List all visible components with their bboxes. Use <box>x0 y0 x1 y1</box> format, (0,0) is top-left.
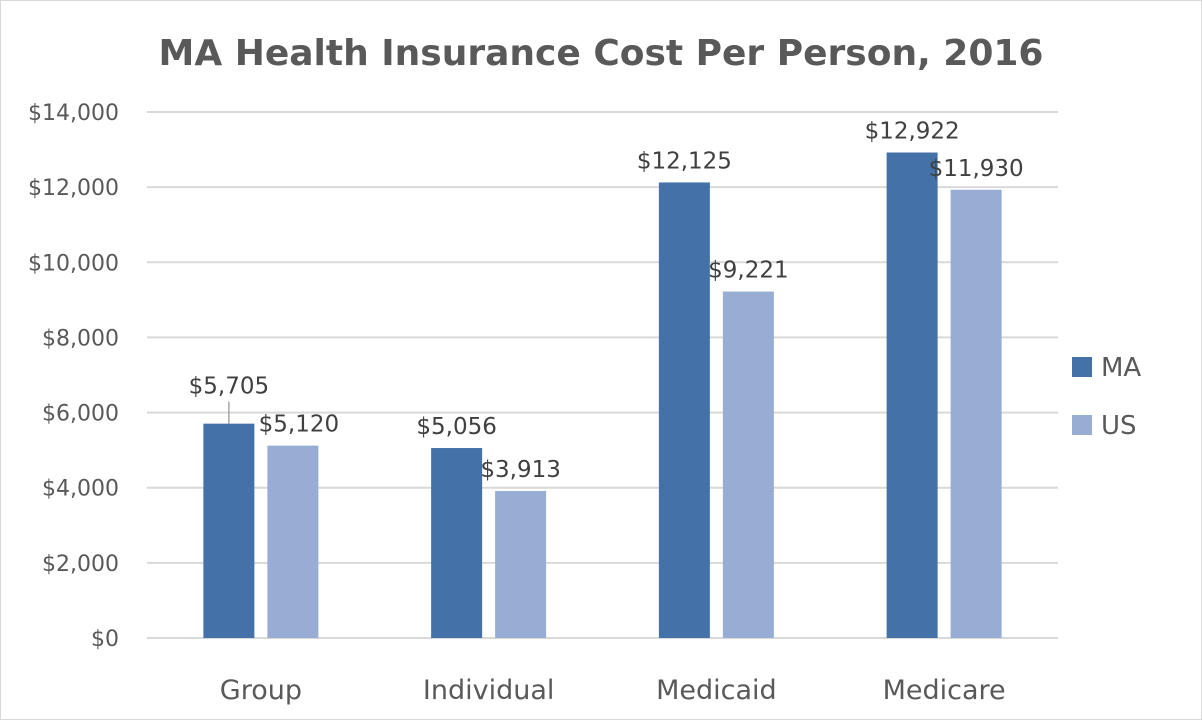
bar-ma-medicare <box>886 152 938 638</box>
legend-swatch-us <box>1072 415 1092 435</box>
bar-us-medicaid <box>722 291 774 638</box>
data-label: $3,913 <box>480 457 560 483</box>
y-tick-label: $10,000 <box>28 251 119 276</box>
legend-label-ma: MA <box>1101 353 1141 383</box>
data-label: $5,056 <box>416 414 496 440</box>
data-labels: $5,705 $5,120 $5,056 $3,913 $12,125 $9,221 $12… <box>189 119 1024 483</box>
y-tick-label: $14,000 <box>28 101 119 126</box>
x-category-label: Medicaid <box>656 675 777 706</box>
y-tick-label: $6,000 <box>42 402 119 427</box>
legend: MA US <box>1072 353 1141 441</box>
x-axis-categories: Group Individual Medicaid Medicare <box>220 675 1006 706</box>
x-category-label: Medicare <box>883 675 1006 706</box>
data-label: $5,120 <box>259 412 339 438</box>
y-tick-label: $12,000 <box>28 176 119 201</box>
bar-ma-medicaid <box>658 182 710 639</box>
legend-label-us: US <box>1101 411 1137 441</box>
x-category-label: Individual <box>423 675 555 706</box>
bars <box>203 152 1002 639</box>
data-label: $9,221 <box>708 258 788 284</box>
legend-swatch-ma <box>1072 357 1092 377</box>
y-tick-label: $4,000 <box>42 477 119 502</box>
data-label: $12,125 <box>637 148 732 174</box>
bar-us-group <box>267 445 319 638</box>
bar-us-individual <box>495 490 547 638</box>
bar-ma-individual <box>431 448 483 638</box>
y-tick-label: $8,000 <box>42 326 119 351</box>
y-tick-label: $2,000 <box>42 552 119 577</box>
bar-ma-group <box>203 423 255 638</box>
y-tick-label: $0 <box>91 627 119 652</box>
y-axis-ticks: $0 $2,000 $4,000 $6,000 $8,000 $10,000 $12,000… <box>28 101 119 652</box>
x-category-label: Group <box>220 675 302 706</box>
data-label: $11,930 <box>929 156 1024 182</box>
data-label: $12,922 <box>865 119 960 145</box>
data-label: $5,705 <box>189 374 269 400</box>
bar-us-medicare <box>950 189 1002 638</box>
chart-title: MA Health Insurance Cost Per Person, 201… <box>159 33 1044 74</box>
